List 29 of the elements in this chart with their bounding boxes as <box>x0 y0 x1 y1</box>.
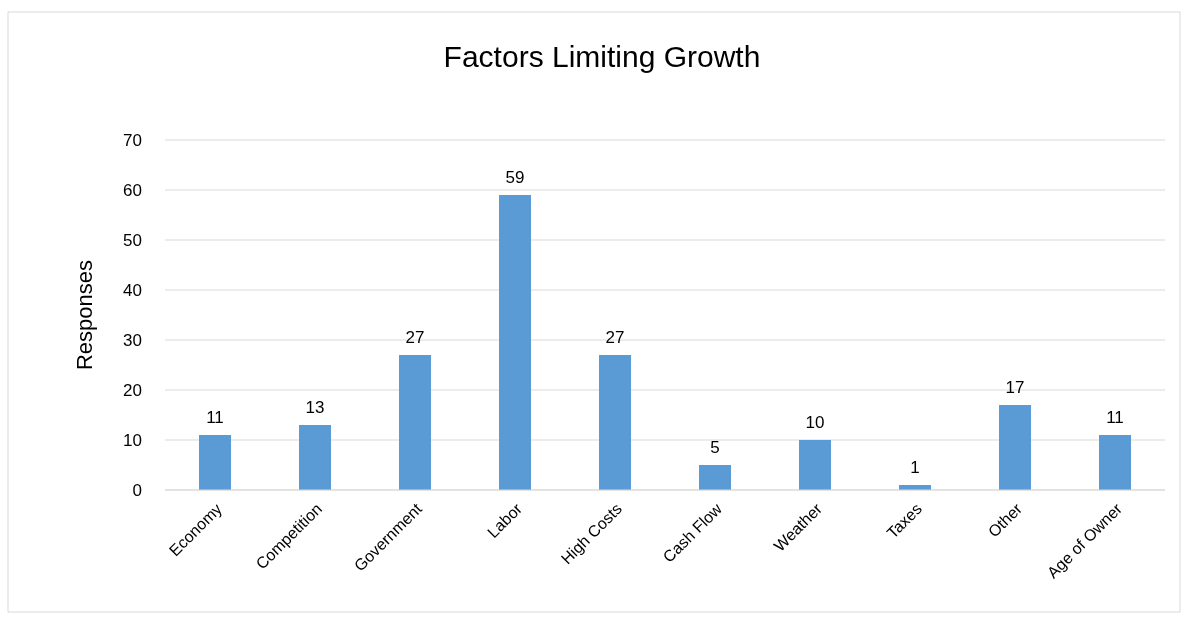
y-tick-label: 60 <box>123 180 142 200</box>
y-axis-title: Responses <box>72 259 97 371</box>
data-label: 27 <box>605 328 625 347</box>
data-label: 1 <box>910 458 920 477</box>
y-tick-label: 70 <box>123 130 142 150</box>
y-tick-label: 20 <box>123 380 142 400</box>
data-label: 5 <box>710 438 720 457</box>
bar <box>799 440 831 490</box>
bar <box>299 425 331 490</box>
bar <box>199 435 231 490</box>
chart-title: Factors Limiting Growth <box>443 40 761 73</box>
data-label: 10 <box>805 413 825 432</box>
bar <box>399 355 431 490</box>
data-label: 17 <box>1005 378 1025 397</box>
bar <box>599 355 631 490</box>
data-label: 59 <box>505 168 525 187</box>
bar <box>699 465 731 490</box>
bar <box>999 405 1031 490</box>
data-label: 11 <box>1106 408 1124 427</box>
data-label: 11 <box>206 408 224 427</box>
y-tick-label: 30 <box>123 330 142 350</box>
data-label: 13 <box>305 398 325 417</box>
data-label: 27 <box>405 328 425 347</box>
bar <box>499 195 531 490</box>
y-tick-label: 50 <box>123 230 142 250</box>
y-tick-label: 40 <box>123 280 142 300</box>
bar <box>1099 435 1131 490</box>
y-tick-label: 0 <box>132 480 142 500</box>
y-tick-label: 10 <box>123 430 142 450</box>
